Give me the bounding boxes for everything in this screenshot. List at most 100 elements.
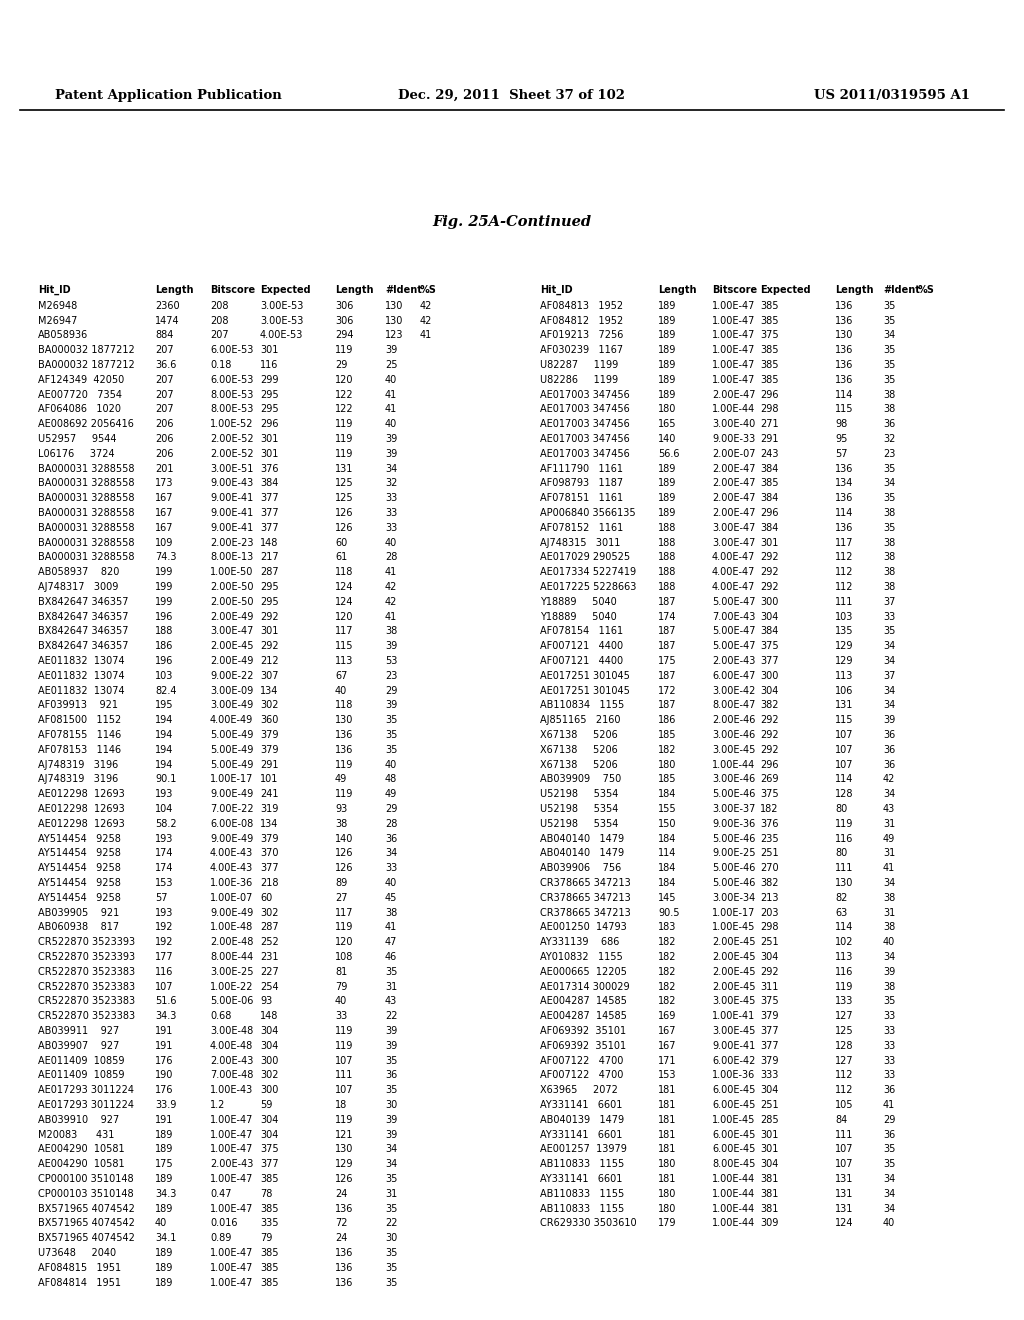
Text: 189: 189 — [658, 360, 677, 370]
Text: 304: 304 — [760, 1085, 778, 1096]
Text: Hit_ID: Hit_ID — [38, 285, 71, 296]
Text: 35: 35 — [883, 360, 895, 370]
Text: AF007122   4700: AF007122 4700 — [540, 1056, 624, 1065]
Text: 28: 28 — [385, 552, 397, 562]
Text: 298: 298 — [760, 404, 778, 414]
Text: Length: Length — [335, 285, 374, 294]
Text: 1.00E-47: 1.00E-47 — [210, 1247, 253, 1258]
Text: AB110833   1155: AB110833 1155 — [540, 1204, 625, 1213]
Text: 34.1: 34.1 — [155, 1233, 176, 1243]
Text: 292: 292 — [260, 642, 279, 651]
Text: 134: 134 — [260, 685, 279, 696]
Text: AE008692 2056416: AE008692 2056416 — [38, 420, 134, 429]
Text: 251: 251 — [760, 937, 778, 948]
Text: 136: 136 — [335, 1247, 353, 1258]
Text: 31: 31 — [385, 1189, 397, 1199]
Text: 0.016: 0.016 — [210, 1218, 238, 1229]
Text: Hit_ID: Hit_ID — [540, 285, 572, 296]
Text: AE000665  12205: AE000665 12205 — [540, 966, 627, 977]
Text: 192: 192 — [155, 923, 173, 932]
Text: AF078154   1161: AF078154 1161 — [540, 627, 624, 636]
Text: 107: 107 — [335, 1056, 353, 1065]
Text: 207: 207 — [155, 404, 174, 414]
Text: 1.00E-36: 1.00E-36 — [712, 1071, 756, 1080]
Text: 301: 301 — [760, 1130, 778, 1139]
Text: 31: 31 — [883, 849, 895, 858]
Text: 335: 335 — [260, 1218, 279, 1229]
Text: 121: 121 — [335, 1130, 353, 1139]
Text: 292: 292 — [760, 715, 778, 725]
Text: 126: 126 — [335, 1173, 353, 1184]
Text: AE017029 290525: AE017029 290525 — [540, 552, 630, 562]
Text: 25: 25 — [385, 360, 397, 370]
Text: 167: 167 — [155, 523, 173, 533]
Text: AY331141   6601: AY331141 6601 — [540, 1173, 623, 1184]
Text: 377: 377 — [760, 656, 778, 667]
Text: 60: 60 — [335, 537, 347, 548]
Text: 107: 107 — [835, 730, 853, 741]
Text: 119: 119 — [335, 1026, 353, 1036]
Text: AF084814   1951: AF084814 1951 — [38, 1278, 121, 1287]
Text: 136: 136 — [835, 375, 853, 385]
Text: 165: 165 — [658, 420, 677, 429]
Text: 124: 124 — [835, 1218, 853, 1229]
Text: 35: 35 — [883, 463, 895, 474]
Text: 33: 33 — [335, 1011, 347, 1022]
Text: 193: 193 — [155, 789, 173, 799]
Text: CR522870 3523383: CR522870 3523383 — [38, 966, 135, 977]
Text: 104: 104 — [155, 804, 173, 814]
Text: X67138     5206: X67138 5206 — [540, 744, 617, 755]
Text: 199: 199 — [155, 597, 173, 607]
Text: 29: 29 — [335, 360, 347, 370]
Text: 56.6: 56.6 — [658, 449, 680, 459]
Text: 194: 194 — [155, 759, 173, 770]
Text: 98: 98 — [835, 420, 847, 429]
Text: 291: 291 — [760, 434, 778, 444]
Text: 40: 40 — [883, 1218, 895, 1229]
Text: 119: 119 — [335, 1115, 353, 1125]
Text: 2.00E-45: 2.00E-45 — [712, 952, 756, 962]
Text: 125: 125 — [335, 478, 353, 488]
Text: 35: 35 — [385, 1278, 397, 1287]
Text: 377: 377 — [760, 1026, 778, 1036]
Text: 107: 107 — [835, 759, 853, 770]
Text: 51.6: 51.6 — [155, 997, 176, 1006]
Text: Length: Length — [155, 285, 194, 294]
Text: 188: 188 — [658, 537, 677, 548]
Text: BA000031 3288558: BA000031 3288558 — [38, 463, 134, 474]
Text: 134: 134 — [835, 478, 853, 488]
Text: 40: 40 — [155, 1218, 167, 1229]
Text: 39: 39 — [385, 1115, 397, 1125]
Text: 4.00E-47: 4.00E-47 — [712, 568, 756, 577]
Text: 1.00E-44: 1.00E-44 — [712, 1189, 756, 1199]
Text: 172: 172 — [658, 685, 677, 696]
Text: 41: 41 — [385, 611, 397, 622]
Text: 136: 136 — [835, 315, 853, 326]
Text: AF081500   1152: AF081500 1152 — [38, 715, 121, 725]
Text: AB039906    756: AB039906 756 — [540, 863, 622, 874]
Text: 2.00E-49: 2.00E-49 — [210, 656, 253, 667]
Text: 385: 385 — [260, 1247, 279, 1258]
Text: 1.00E-41: 1.00E-41 — [712, 1011, 756, 1022]
Text: 295: 295 — [260, 404, 279, 414]
Text: 1.00E-44: 1.00E-44 — [712, 1173, 756, 1184]
Text: 1.00E-44: 1.00E-44 — [712, 1204, 756, 1213]
Text: BA000032 1877212: BA000032 1877212 — [38, 360, 135, 370]
Text: 31: 31 — [385, 982, 397, 991]
Text: 129: 129 — [835, 642, 853, 651]
Text: 136: 136 — [835, 360, 853, 370]
Text: 35: 35 — [883, 1144, 895, 1155]
Text: 376: 376 — [260, 463, 279, 474]
Text: 385: 385 — [260, 1278, 279, 1287]
Text: 1.00E-47: 1.00E-47 — [210, 1263, 253, 1272]
Text: 67: 67 — [335, 671, 347, 681]
Text: 39: 39 — [385, 642, 397, 651]
Text: 189: 189 — [658, 301, 677, 310]
Text: 80: 80 — [835, 804, 847, 814]
Text: 252: 252 — [260, 937, 279, 948]
Text: 95: 95 — [835, 434, 848, 444]
Text: 1.2: 1.2 — [210, 1100, 225, 1110]
Text: 377: 377 — [260, 1159, 279, 1170]
Text: 113: 113 — [835, 671, 853, 681]
Text: AE012298  12693: AE012298 12693 — [38, 804, 125, 814]
